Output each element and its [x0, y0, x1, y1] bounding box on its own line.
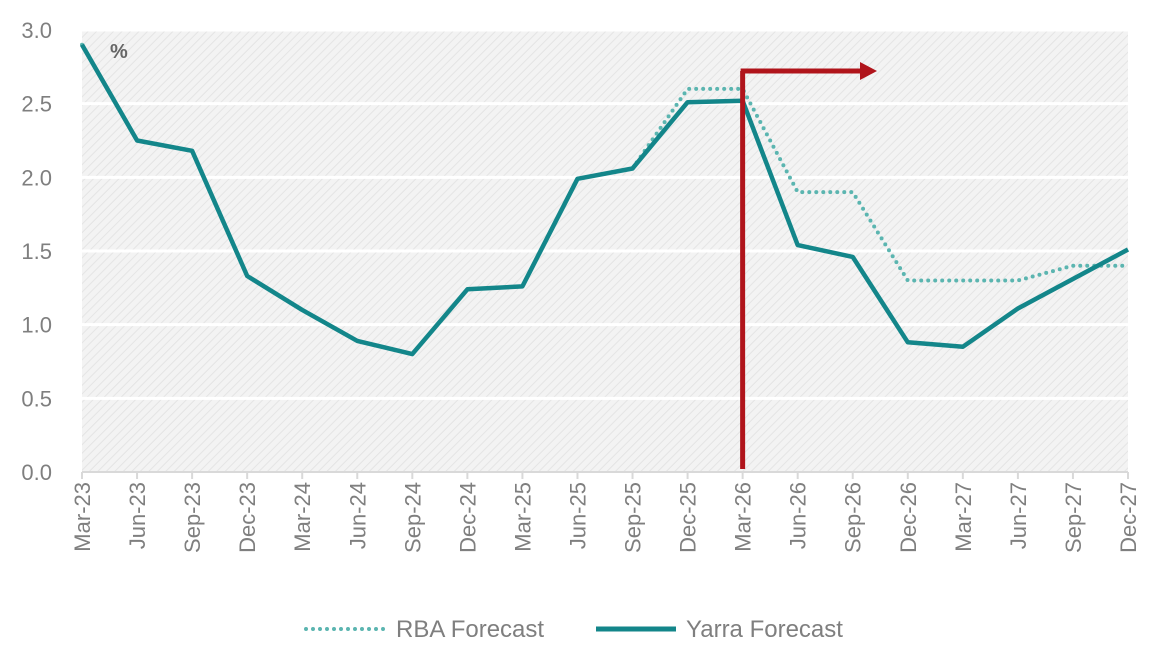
x-tick-label: Sep-27: [1061, 482, 1086, 553]
y-axis-tick-labels: 0.0 0.5 1.0 1.5 2.0 2.5 3.0: [21, 18, 52, 485]
x-tick-label: Dec-26: [896, 482, 921, 553]
legend-label: Yarra Forecast: [686, 616, 843, 643]
x-tick-label: Mar-24: [290, 482, 315, 552]
x-tick-label: Sep-25: [621, 482, 646, 553]
x-tick-label: Dec-23: [235, 482, 260, 553]
x-tick-label: Sep-24: [400, 482, 425, 553]
unit-label: %: [110, 41, 128, 63]
y-tick-label: 2.5: [21, 92, 52, 117]
x-tick-label: Dec-27: [1116, 482, 1141, 553]
y-tick-label: 0.5: [21, 386, 52, 411]
x-tick-label: Jun-26: [786, 482, 811, 549]
x-tick-label: Dec-25: [676, 482, 701, 553]
series-lines: [80, 42, 1130, 357]
y-tick-label: 0.0: [21, 460, 52, 485]
y-tick-label: 3.0: [21, 18, 52, 43]
x-tick-label: Mar-25: [510, 482, 535, 552]
x-tick-label: Jun-25: [565, 482, 590, 549]
marker-arrowhead: [860, 62, 877, 80]
x-tick-label: Sep-26: [841, 482, 866, 553]
forecast-start-marker: [740, 62, 877, 469]
x-axis-tick-labels: Mar-23 Jun-23 Sep-23 Dec-23 Mar-24 Jun-24 Sep-…: [70, 482, 1141, 553]
gridlines: [81, 28, 1129, 479]
legend: RBA Forecast Yarra Forecast: [304, 616, 843, 643]
x-tick-label: Jun-24: [345, 482, 370, 549]
x-tick-label: Sep-23: [180, 482, 205, 553]
x-tick-label: Mar-26: [731, 482, 756, 552]
x-tick-label: Mar-27: [951, 482, 976, 552]
x-tick-label: Dec-24: [455, 482, 480, 553]
y-tick-label: 1.5: [21, 239, 52, 264]
legend-label: RBA Forecast: [396, 616, 544, 643]
x-tick-label: Mar-23: [70, 482, 95, 552]
x-tick-label: Jun-23: [125, 482, 150, 549]
y-tick-label: 2.0: [21, 165, 52, 190]
y-tick-label: 1.0: [21, 313, 52, 338]
series-line-yarra-forecast: [80, 43, 1130, 357]
x-tick-label: Jun-27: [1006, 482, 1031, 549]
